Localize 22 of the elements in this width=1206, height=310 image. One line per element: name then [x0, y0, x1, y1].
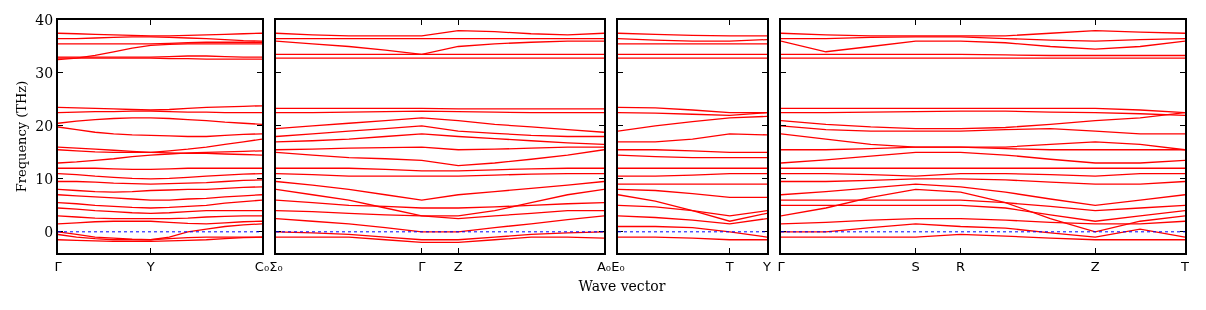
x-tick-label: A₀ — [596, 258, 612, 274]
x-tick-label: S — [911, 258, 920, 274]
x-tick-label: T — [1180, 258, 1190, 274]
x-tick-label: C₀ — [254, 258, 270, 274]
y-tick-label: 30 — [35, 64, 54, 81]
x-tick-label: E₀ — [611, 258, 625, 274]
x-tick-label: R — [956, 258, 966, 274]
x-tick-label: Σ₀ — [269, 258, 283, 274]
x-tick-label: Γ — [54, 258, 63, 274]
x-tick-label: T — [724, 258, 734, 274]
y-tick-label: 0 — [44, 223, 54, 240]
x-tick-label: Y — [762, 258, 772, 274]
x-tick-label: Γ — [777, 258, 786, 274]
y-tick-label: 10 — [35, 170, 54, 187]
y-axis-title: Frequency (THz) — [13, 80, 29, 193]
x-tick-label: Z — [453, 258, 463, 274]
y-tick-label: 40 — [35, 11, 54, 28]
x-axis-title: Wave vector — [577, 278, 667, 294]
x-tick-label: Γ — [418, 258, 427, 274]
x-tick-label: Y — [145, 258, 155, 274]
y-tick-label: 20 — [35, 117, 54, 134]
x-tick-label: Z — [1090, 258, 1100, 274]
